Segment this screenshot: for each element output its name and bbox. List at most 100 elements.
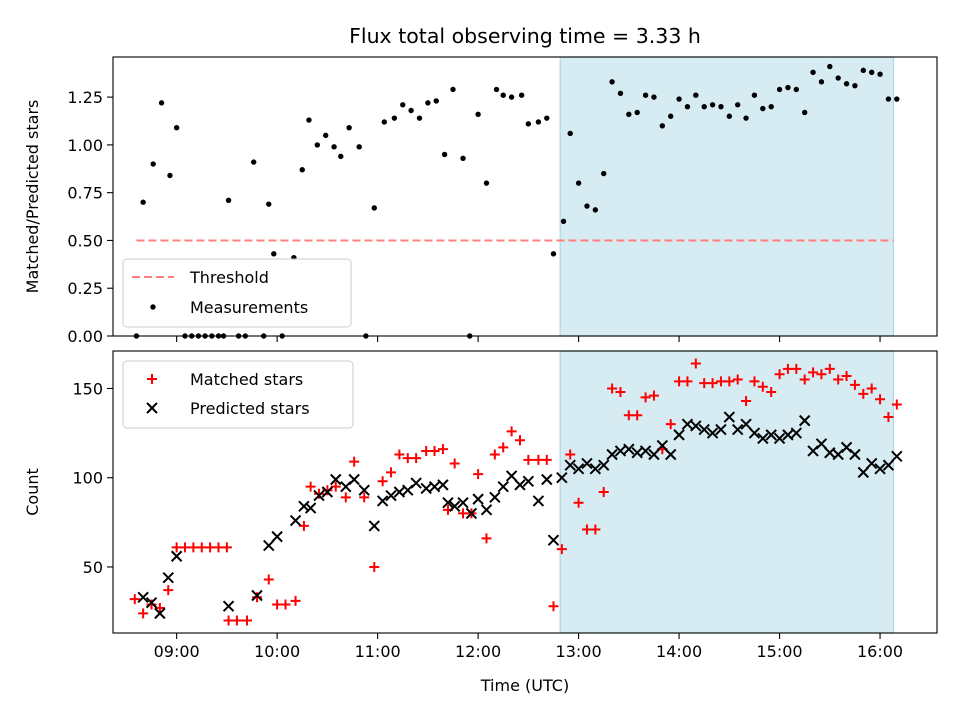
measurement-point [544, 115, 550, 121]
predicted-star-marker [222, 600, 235, 612]
predicted-star-marker [891, 450, 903, 463]
predicted-star-marker [815, 438, 828, 450]
matched-star-marker [138, 608, 149, 619]
predicted-star-marker [748, 427, 761, 439]
matched-star-marker [180, 542, 191, 553]
legend-measurement-swatch [150, 304, 156, 310]
measurement-point [433, 98, 439, 104]
shaded-span [559, 350, 895, 634]
measurement-point [391, 115, 398, 121]
matched-star-marker [272, 599, 283, 610]
predicted-star-marker [457, 497, 469, 509]
matched-star-marker [386, 467, 397, 478]
predicted-star-marker [442, 497, 454, 509]
predicted-star-marker [639, 445, 652, 457]
predicted-star-marker [589, 463, 602, 475]
predicted-star-marker [581, 457, 593, 470]
measurement-point [518, 92, 525, 98]
matched-star-marker [473, 469, 484, 480]
predicted-star-marker [489, 491, 501, 504]
legend-predicted-label: Predicted stars [190, 399, 310, 418]
predicted-star-marker [564, 459, 576, 471]
y-tick-label: 100 [72, 469, 103, 488]
matched-star-marker [573, 497, 584, 508]
matched-star-marker [154, 603, 165, 614]
matched-star-marker [891, 399, 902, 410]
measurement-point [709, 102, 716, 108]
matched-star-marker [349, 456, 360, 467]
matched-star-marker [411, 453, 422, 464]
matched-star-marker [824, 363, 835, 374]
predicted-star-marker [572, 463, 585, 475]
predicted-star-marker [137, 591, 149, 604]
measurement-point [150, 161, 156, 167]
matched-star-marker [858, 388, 869, 399]
predicted-star-marker [731, 423, 744, 436]
predicted-star-marker [410, 477, 422, 489]
matched-star-marker [163, 585, 174, 596]
matched-star-marker [707, 378, 718, 389]
y-tick-label: 150 [72, 379, 103, 398]
measurement-point [810, 69, 816, 75]
measurement-point [299, 167, 305, 173]
predicted-star-marker [547, 534, 560, 546]
matched-star-marker [757, 381, 768, 392]
matched-star-marker [171, 542, 182, 553]
chart-title: Flux total observing time = 3.33 h [349, 24, 701, 48]
measurement-point [726, 113, 733, 119]
matched-star-marker [607, 383, 618, 394]
predicted-star-marker [782, 429, 794, 441]
matched-star-marker [782, 363, 793, 374]
predicted-star-marker [162, 571, 174, 584]
measurement-point [793, 86, 800, 93]
measurement-point [140, 199, 146, 205]
matched-star-marker [188, 542, 199, 553]
y-tick-label: 1.00 [67, 136, 103, 155]
measurement-point [734, 102, 741, 108]
matched-star-marker [732, 374, 743, 385]
predicted-star-marker [393, 486, 406, 498]
matched-star-marker [223, 615, 234, 626]
matched-star-marker [146, 599, 157, 610]
measurement-point [617, 90, 624, 97]
ratio-subplot: 0.00 0.25 0.50 0.75 1.00 1.25 Matched/Predicte… [23, 56, 938, 346]
predicted-star-marker [681, 418, 694, 430]
predicted-star-marker [790, 427, 803, 439]
measurement-point [416, 115, 423, 121]
measurement-point [567, 130, 573, 137]
predicted-star-marker [656, 439, 669, 452]
matched-star-marker [280, 599, 291, 610]
measurement-point [460, 155, 466, 161]
predicted-star-marker [556, 472, 568, 484]
measurement-point [356, 144, 362, 150]
y-tick-label: 50 [83, 558, 103, 577]
predicted-star-marker [376, 495, 389, 507]
measurement-point [751, 92, 758, 98]
matched-star-marker [421, 445, 432, 456]
measurement-point [493, 86, 500, 93]
predicted-star-marker [757, 432, 769, 445]
matched-star-marker [340, 492, 351, 503]
measurement-point [852, 82, 858, 89]
predicted-star-marker [824, 447, 836, 459]
predicted-star-marker [514, 479, 526, 491]
measurement-point [584, 203, 590, 209]
matched-star-marker [623, 410, 634, 421]
measurement-point [306, 117, 312, 123]
legend-box [122, 258, 352, 328]
legend-matched-swatch [147, 374, 157, 384]
axes-frame [112, 56, 938, 337]
measurement-point [801, 109, 808, 116]
predicted-star-marker [857, 466, 870, 479]
matched-star-marker [305, 481, 316, 492]
matched-star-marker [665, 419, 676, 430]
matched-star-marker [231, 615, 242, 626]
y-tick-label: 1.25 [67, 88, 103, 107]
matched-star-marker [866, 383, 877, 394]
measurement-point [626, 111, 632, 118]
matched-star-marker [514, 435, 525, 446]
count-subplot: 50 100 150 09:00 10:00 11:00 12:00 13:00 14:00 15… [23, 350, 938, 695]
matched-star-marker [298, 520, 309, 531]
predicted-star-marker [648, 448, 660, 461]
